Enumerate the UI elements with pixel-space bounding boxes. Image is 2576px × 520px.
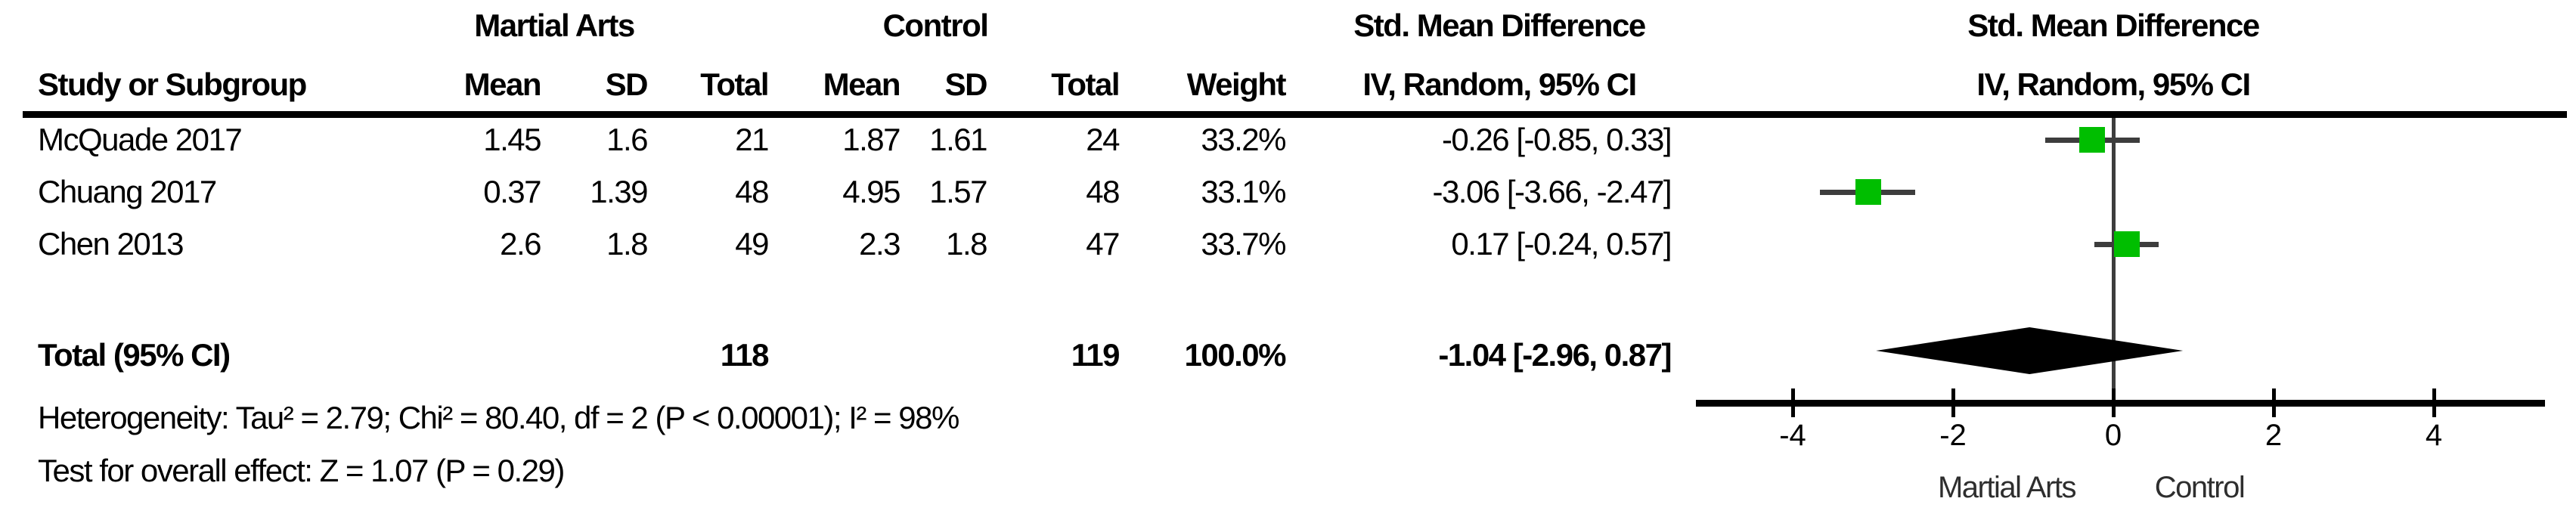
column-header-total1: Total: [700, 67, 769, 102]
sd2-value: 1.61: [929, 122, 987, 157]
study-name: McQuade 2017: [38, 122, 243, 157]
total-diamond: [1876, 327, 2184, 374]
axis-tick: [1951, 388, 1955, 417]
column-header-weight: Weight: [1186, 67, 1287, 102]
axis-tick: [2111, 388, 2116, 417]
mean2-value: 1.87: [842, 122, 901, 157]
axis-tick-label: -4: [1779, 419, 1806, 452]
column-header-ci-left: IV, Random, 95% CI: [1362, 67, 1637, 102]
mean1-value: 2.6: [500, 226, 541, 262]
group-header-experimental: Martial Arts: [474, 8, 635, 43]
ci-text: 0.17 [-0.24, 0.57]: [1451, 226, 1672, 262]
total2-value: 48: [1086, 174, 1120, 209]
column-header-study: Study or Subgroup: [38, 67, 307, 102]
ci-text: -3.06 [-3.66, -2.47]: [1432, 174, 1672, 209]
effect-square: [1855, 179, 1881, 205]
ci-text: -0.26 [-0.85, 0.33]: [1441, 122, 1672, 157]
total-n-control: 119: [1071, 337, 1121, 373]
axis-tick-label: 4: [2425, 419, 2443, 452]
sd1-value: 1.8: [606, 226, 648, 262]
effect-square: [2114, 231, 2140, 257]
axis-favours-left-label: Martial Arts: [1937, 471, 2077, 504]
total2-value: 24: [1086, 122, 1120, 157]
x-axis: [1696, 400, 2545, 407]
total1-value: 48: [735, 174, 769, 209]
sd1-value: 1.39: [590, 174, 648, 209]
total-weight: 100.0%: [1184, 337, 1287, 373]
column-header-sd1: SD: [605, 67, 649, 102]
sd1-value: 1.6: [606, 122, 648, 157]
group-header-control: Control: [882, 8, 989, 43]
sd2-value: 1.8: [946, 226, 987, 262]
column-header-sd2: SD: [944, 67, 988, 102]
mean1-value: 1.45: [483, 122, 541, 157]
total1-value: 21: [735, 122, 769, 157]
mean1-value: 0.37: [483, 174, 541, 209]
total-ci-text: -1.04 [-2.96, 0.87]: [1438, 337, 1672, 373]
axis-tick: [2271, 388, 2276, 417]
column-header-total2: Total: [1051, 67, 1120, 102]
axis-tick-label: 2: [2264, 419, 2283, 452]
zero-effect-line: [2111, 118, 2116, 403]
effect-square: [2079, 127, 2106, 153]
weight-value: 33.1%: [1201, 174, 1286, 209]
group-header-smd-left: Std. Mean Difference: [1353, 8, 1646, 43]
mean2-value: 4.95: [842, 174, 901, 209]
header-rule: [23, 111, 2567, 118]
weight-value: 33.2%: [1201, 122, 1286, 157]
overall-effect-text: Test for overall effect: Z = 1.07 (P = 0…: [38, 453, 565, 488]
total2-value: 47: [1086, 226, 1120, 262]
column-header-ci-right: IV, Random, 95% CI: [1976, 67, 2251, 102]
axis-tick-label: 0: [2104, 419, 2122, 452]
weight-value: 33.7%: [1201, 226, 1286, 262]
axis-tick: [2432, 388, 2436, 417]
total-n-experimental: 118: [720, 337, 770, 373]
column-header-mean1: Mean: [463, 67, 542, 102]
study-name: Chuang 2017: [38, 174, 217, 209]
column-header-mean2: Mean: [823, 67, 901, 102]
axis-favours-right-label: Control: [2154, 471, 2246, 504]
total1-value: 49: [735, 226, 769, 262]
group-header-smd-right: Std. Mean Difference: [1967, 8, 2260, 43]
axis-tick-label: -2: [1939, 419, 1967, 452]
study-name: Chen 2013: [38, 226, 184, 262]
axis-tick: [1790, 388, 1795, 417]
heterogeneity-text: Heterogeneity: Tau² = 2.79; Chi² = 80.40…: [38, 400, 959, 435]
mean2-value: 2.3: [859, 226, 901, 262]
sd2-value: 1.57: [929, 174, 987, 209]
total-label: Total (95% CI): [38, 337, 231, 373]
